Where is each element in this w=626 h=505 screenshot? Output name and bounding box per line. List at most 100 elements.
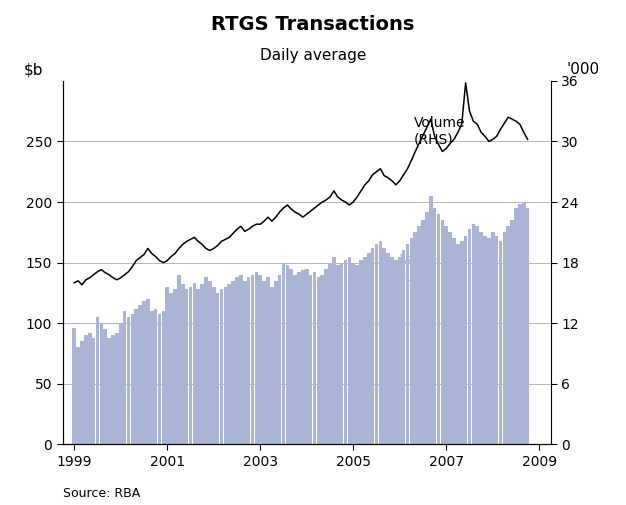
- Bar: [491, 232, 495, 444]
- Bar: [309, 275, 312, 444]
- Bar: [356, 265, 359, 444]
- Bar: [285, 265, 289, 444]
- Bar: [522, 202, 526, 444]
- Bar: [262, 281, 266, 444]
- Bar: [250, 275, 254, 444]
- Bar: [390, 257, 394, 444]
- Bar: [158, 314, 162, 444]
- Text: $b: $b: [24, 62, 43, 77]
- Bar: [239, 275, 243, 444]
- Bar: [313, 272, 316, 444]
- Bar: [363, 257, 367, 444]
- Bar: [351, 263, 355, 444]
- Bar: [169, 293, 173, 444]
- Bar: [359, 260, 363, 444]
- Bar: [73, 328, 76, 444]
- Bar: [138, 305, 142, 444]
- Bar: [305, 269, 309, 444]
- Bar: [103, 329, 107, 444]
- Bar: [80, 341, 84, 444]
- Bar: [188, 287, 192, 444]
- Bar: [181, 284, 185, 444]
- Bar: [375, 244, 378, 444]
- Bar: [162, 311, 165, 444]
- Bar: [266, 277, 270, 444]
- Bar: [193, 283, 196, 444]
- Bar: [483, 236, 487, 444]
- Bar: [413, 232, 417, 444]
- Bar: [371, 248, 374, 444]
- Bar: [456, 244, 459, 444]
- Bar: [204, 277, 208, 444]
- Bar: [317, 277, 320, 444]
- Bar: [146, 299, 150, 444]
- Bar: [294, 275, 297, 444]
- Bar: [448, 232, 452, 444]
- Bar: [173, 289, 177, 444]
- Bar: [394, 260, 398, 444]
- Bar: [289, 269, 293, 444]
- Bar: [332, 257, 336, 444]
- Text: Daily average: Daily average: [260, 48, 366, 63]
- Bar: [274, 281, 277, 444]
- Bar: [344, 260, 347, 444]
- Bar: [433, 208, 436, 444]
- Bar: [115, 333, 119, 444]
- Bar: [96, 317, 100, 444]
- Bar: [142, 301, 146, 444]
- Text: Value
(LHS): Value (LHS): [400, 253, 438, 283]
- Bar: [526, 208, 530, 444]
- Bar: [476, 226, 479, 444]
- Bar: [255, 272, 258, 444]
- Bar: [336, 265, 339, 444]
- Bar: [247, 277, 250, 444]
- Bar: [425, 212, 429, 444]
- Bar: [480, 232, 483, 444]
- Bar: [282, 263, 285, 444]
- Text: '000: '000: [567, 62, 600, 77]
- Bar: [379, 241, 382, 444]
- Bar: [177, 275, 181, 444]
- Bar: [441, 220, 444, 444]
- Bar: [135, 309, 138, 444]
- Bar: [437, 214, 440, 444]
- Bar: [76, 347, 80, 444]
- Bar: [278, 275, 282, 444]
- Bar: [499, 241, 502, 444]
- Bar: [429, 196, 433, 444]
- Bar: [503, 232, 506, 444]
- Bar: [119, 323, 123, 444]
- Bar: [243, 281, 247, 444]
- Bar: [418, 226, 421, 444]
- Bar: [270, 287, 274, 444]
- Bar: [386, 253, 390, 444]
- Text: Volume
(RHS): Volume (RHS): [414, 116, 465, 146]
- Bar: [185, 289, 188, 444]
- Bar: [460, 241, 463, 444]
- Bar: [487, 238, 491, 444]
- Bar: [154, 309, 157, 444]
- Bar: [100, 323, 103, 444]
- Bar: [150, 311, 153, 444]
- Bar: [409, 238, 413, 444]
- Bar: [297, 272, 300, 444]
- Bar: [223, 287, 227, 444]
- Bar: [227, 284, 231, 444]
- Bar: [518, 205, 521, 444]
- Bar: [398, 257, 401, 444]
- Bar: [340, 263, 344, 444]
- Bar: [514, 208, 518, 444]
- Bar: [131, 314, 134, 444]
- Text: Source: RBA: Source: RBA: [63, 487, 140, 500]
- Bar: [216, 293, 219, 444]
- Bar: [382, 248, 386, 444]
- Bar: [471, 224, 475, 444]
- Bar: [444, 226, 448, 444]
- Bar: [212, 287, 215, 444]
- Text: RTGS Transactions: RTGS Transactions: [212, 15, 414, 34]
- Bar: [301, 270, 305, 444]
- Bar: [421, 220, 425, 444]
- Bar: [126, 317, 130, 444]
- Bar: [232, 281, 235, 444]
- Bar: [88, 333, 91, 444]
